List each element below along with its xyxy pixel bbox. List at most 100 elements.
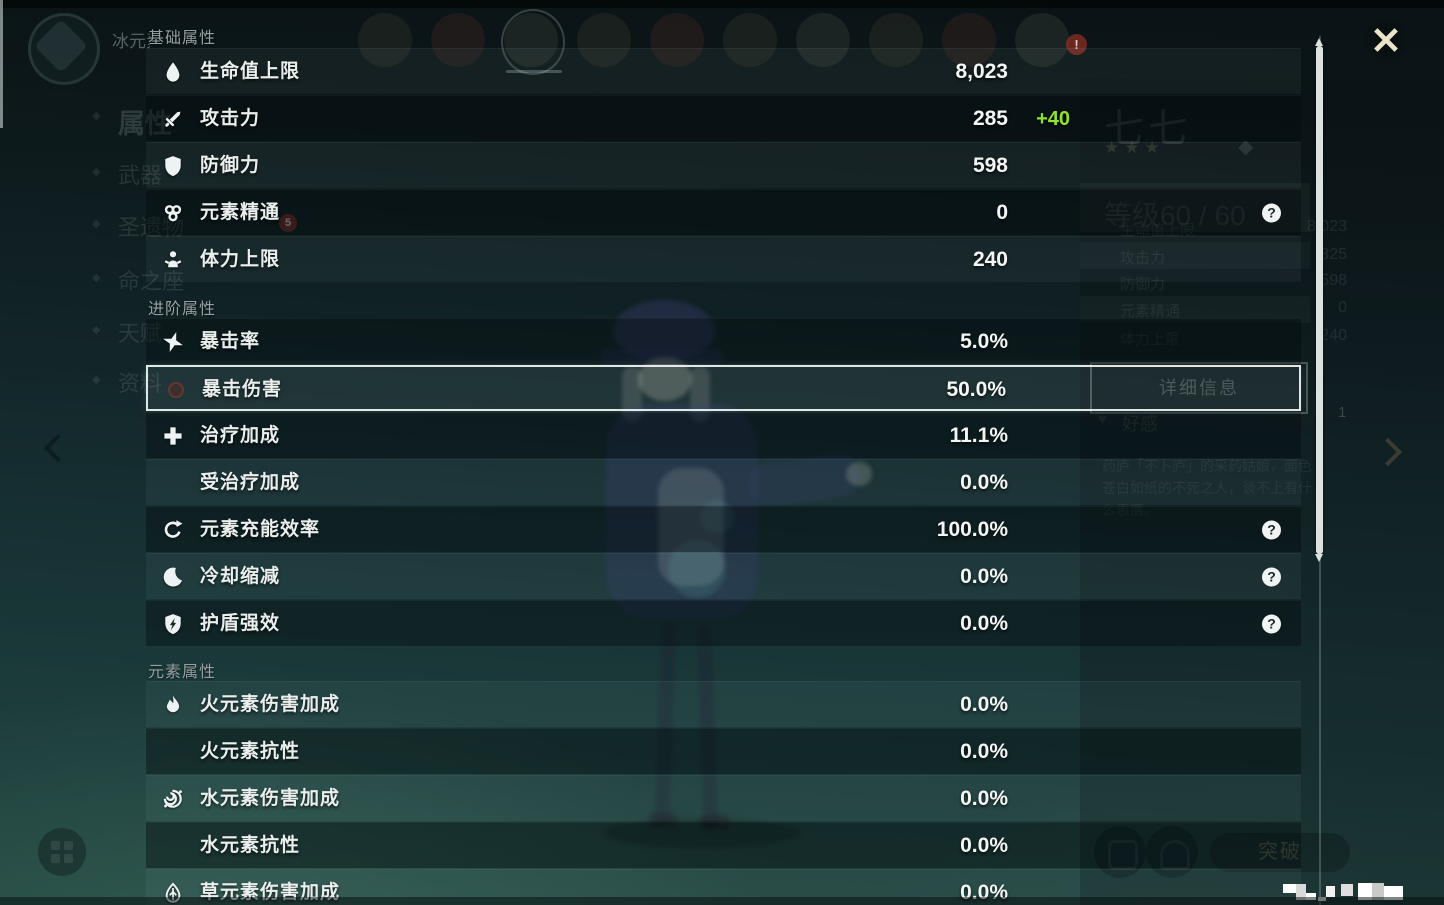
stat-value: 240 — [972, 248, 1008, 271]
stat-value: 100.0% — [936, 518, 1008, 541]
stat-value: 50.0% — [946, 378, 1006, 401]
character-avatar — [358, 13, 412, 67]
character-avatar — [869, 13, 923, 67]
stat-value: 0.0% — [960, 740, 1008, 763]
stat-label: 治疗加成 — [200, 425, 281, 446]
stat-label: 体力上限 — [200, 249, 281, 270]
stat-value: 5.0% — [960, 330, 1008, 353]
bg-stat-value: 325 — [1320, 246, 1347, 263]
sidebar-item-talents: ◆ 天赋 — [92, 321, 163, 346]
pyro-flame-icon — [162, 694, 184, 716]
row-energy-recharge[interactable]: 元素充能效率 100.0% ? — [146, 506, 1301, 552]
bg-stat-value: 240 — [1320, 327, 1347, 344]
menu-grid-button — [38, 828, 86, 876]
row-hydro-dmg-bonus[interactable]: 水元素伤害加成 0.0% — [146, 775, 1301, 821]
crit-dmg-icon — [168, 382, 184, 398]
censored-mosaic — [1283, 882, 1405, 902]
cryo-element-emblem-icon — [28, 13, 100, 85]
crit-rate-icon — [159, 328, 187, 355]
stat-value: 598 — [972, 154, 1008, 177]
character-avatar — [723, 13, 777, 67]
stat-label: 防御力 — [200, 155, 261, 176]
row-def[interactable]: 防御力 598 — [146, 142, 1301, 188]
row-pyro-dmg-bonus[interactable]: 火元素伤害加成 0.0% — [146, 681, 1301, 727]
window-edge-artifact — [0, 0, 3, 128]
bg-stat-value: 598 — [1320, 272, 1347, 289]
chevron-left-icon — [43, 433, 73, 463]
bg-stat-label: 生命值上限 — [1120, 222, 1196, 239]
row-hydro-res[interactable]: 水元素抗性 0.0% — [146, 822, 1301, 868]
row-incoming-healing-bonus[interactable]: 受治疗加成 0.0% — [146, 459, 1301, 505]
friendship-level: 1 — [1338, 404, 1347, 421]
stat-label: 护盾强效 — [200, 613, 281, 634]
diamond-icon: ◆ — [92, 166, 101, 178]
detail-info-button: 详细信息 — [1090, 362, 1308, 414]
row-max-hp[interactable]: 生命值上限 8,023 — [146, 48, 1301, 94]
diamond-icon: ◆ — [92, 110, 101, 122]
stat-label: 生命值上限 — [200, 61, 301, 82]
row-healing-bonus[interactable]: 治疗加成 11.1% — [146, 412, 1301, 458]
row-crit-dmg[interactable]: 暴击伤害 50.0% — [146, 365, 1301, 411]
section-title-basic: 基础属性 — [148, 30, 217, 47]
card-button — [1094, 826, 1146, 878]
top-window-band — [0, 0, 1444, 8]
row-elemental-mastery[interactable]: 元素精通 0 ? — [146, 189, 1301, 235]
help-icon[interactable]: ? — [1262, 567, 1281, 586]
stat-label: 冷却缩减 — [200, 566, 281, 587]
sidebar-item-weapon: ◆ 武器 — [92, 163, 163, 188]
row-cd-reduction[interactable]: 冷却缩减 0.0% ? — [146, 553, 1301, 599]
artifact-count-badge: 5 — [279, 214, 297, 232]
bottom-shade — [0, 897, 1444, 905]
character-avatar — [650, 13, 704, 67]
row-max-stamina[interactable]: 体力上限 240 — [146, 236, 1301, 282]
row-atk[interactable]: 攻击力 285 +40 — [146, 95, 1301, 141]
sidebar-item-constellation: ◆ 命之座 — [92, 269, 185, 294]
diamond-icon: ◆ — [92, 374, 101, 386]
help-icon[interactable]: ? — [1262, 203, 1281, 222]
avatar-alert-badge: ! — [1066, 34, 1087, 55]
shield-bolt-icon — [162, 613, 184, 635]
stat-label: 暴击率 — [200, 331, 261, 352]
stat-value: 0.0% — [960, 612, 1008, 635]
section-title-elemental: 元素属性 — [148, 664, 217, 681]
attributes-overlay: 基础属性 生命值上限 8,023 攻击力 285 +40 防御力 598 元素精… — [146, 0, 1301, 905]
stat-value: 8,023 — [955, 60, 1008, 83]
help-icon[interactable]: ? — [1262, 520, 1281, 539]
close-button[interactable] — [1360, 14, 1412, 66]
sword-icon — [161, 107, 185, 130]
stat-value: 0.0% — [960, 565, 1008, 588]
close-icon — [1374, 28, 1398, 52]
stamina-icon — [162, 249, 184, 271]
stat-bonus: +40 — [1036, 108, 1070, 130]
diamond-icon: ◆ — [92, 324, 101, 336]
stat-value: 0.0% — [960, 787, 1008, 810]
help-icon[interactable]: ? — [1262, 614, 1281, 633]
stat-value: 285 — [972, 107, 1008, 130]
bg-stat-label: 元素精通 — [1120, 303, 1181, 320]
character-avatar — [1015, 13, 1069, 67]
heart-icon: ♥ — [1098, 411, 1107, 428]
scrollbar-thumb[interactable] — [1315, 38, 1323, 562]
row-crit-rate[interactable]: 暴击率 5.0% — [146, 318, 1301, 364]
stat-label: 火元素伤害加成 — [200, 694, 341, 715]
character-avatar — [431, 13, 485, 67]
element-gem-icon: ◆ — [1238, 136, 1254, 158]
selected-avatar-ring — [501, 9, 565, 75]
stat-label: 攻击力 — [200, 108, 261, 129]
stat-label: 元素精通 — [200, 202, 281, 223]
section-title-advanced: 进阶属性 — [148, 301, 217, 318]
element-type-label: 冰元素 — [112, 32, 150, 51]
bg-stat-label: 防御力 — [1120, 276, 1166, 293]
diamond-icon: ◆ — [92, 218, 101, 230]
character-name: 七七 — [1104, 107, 1192, 151]
sidebar-item-attributes: ◆ 属性 — [92, 109, 172, 139]
row-pyro-res[interactable]: 火元素抗性 0.0% — [146, 728, 1301, 774]
row-shield-strength[interactable]: 护盾强效 0.0% ? — [146, 600, 1301, 646]
elemental-mastery-icon — [162, 202, 184, 224]
stat-label: 受治疗加成 — [200, 472, 301, 493]
selected-avatar-underline — [506, 70, 562, 73]
stat-label: 火元素抗性 — [200, 741, 301, 762]
stat-value: 0.0% — [960, 693, 1008, 716]
character-level: 等级60 / 60 — [1104, 200, 1246, 231]
